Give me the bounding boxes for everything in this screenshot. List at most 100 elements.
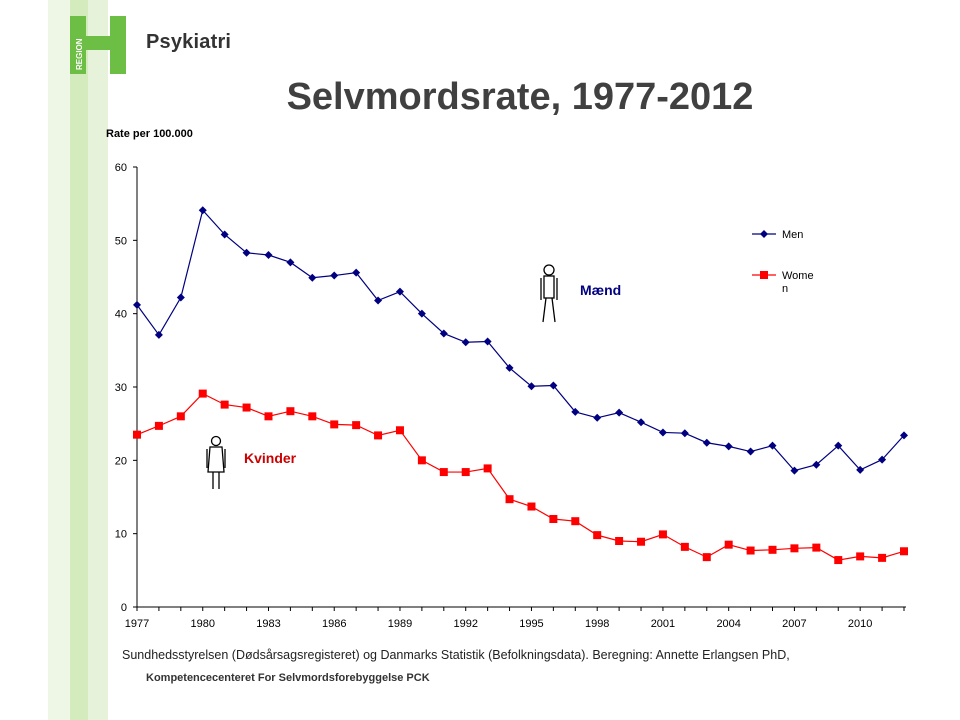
source-line-2: Kompetencecenteret For Selvmordsforebygg…: [146, 672, 430, 684]
data-point: [900, 431, 908, 440]
data-point: [286, 407, 295, 416]
data-point: [461, 338, 470, 347]
x-tick-label: 1986: [322, 618, 346, 630]
logo-region-text: REGION: [75, 38, 84, 70]
data-point: [593, 531, 602, 540]
data-point: [637, 418, 646, 427]
chart-series: [133, 206, 908, 565]
data-point: [264, 412, 273, 421]
data-point: [746, 546, 755, 555]
data-point: [154, 330, 163, 339]
data-point: [308, 273, 317, 282]
data-point: [900, 547, 908, 556]
series-line: [136, 209, 905, 472]
x-tick-label: 2004: [716, 618, 740, 630]
data-point: [768, 441, 777, 450]
data-point: [878, 553, 887, 562]
data-point: [374, 296, 383, 305]
data-point: [483, 337, 492, 346]
x-tick-label: 1995: [519, 618, 543, 630]
data-point: [812, 543, 821, 552]
data-point: [615, 408, 624, 417]
data-point: [220, 400, 229, 409]
y-tick-label: 20: [115, 455, 127, 467]
data-point: [527, 382, 536, 391]
data-point: [571, 407, 580, 416]
data-point: [593, 413, 602, 422]
legend-marker: [760, 230, 768, 238]
data-point: [790, 544, 799, 553]
data-point: [768, 545, 777, 554]
legend-label: Men: [782, 229, 803, 241]
data-point: [395, 426, 404, 435]
data-point: [374, 431, 383, 440]
data-point: [790, 466, 799, 475]
region-h-logo: REGION: [70, 14, 130, 79]
chart-axes: 0 10 20 30 40 50 60 1977 1980 1983 1986 1989 1992 199…: [115, 162, 906, 630]
x-tick-label: 2010: [848, 618, 872, 630]
data-point: [724, 442, 733, 451]
legend-label: Wome: [782, 270, 814, 282]
y-tick-label: 60: [115, 162, 127, 174]
data-point: [746, 447, 755, 456]
y-tick-label: 10: [115, 529, 127, 541]
x-tick-label: 2007: [782, 618, 806, 630]
data-point: [549, 381, 558, 390]
data-point: [154, 421, 163, 430]
legend-label: n: [782, 283, 788, 295]
data-point: [176, 412, 185, 421]
data-point: [505, 363, 514, 372]
data-point: [680, 429, 689, 438]
data-point: [658, 530, 667, 539]
data-point: [308, 412, 317, 421]
x-tick-label: 1983: [256, 618, 280, 630]
y-tick-label: 50: [115, 235, 127, 247]
data-point: [637, 537, 646, 546]
data-point: [176, 293, 185, 302]
legend-marker: [760, 271, 768, 279]
x-tick-label: 1977: [125, 618, 149, 630]
data-point: [286, 258, 295, 267]
data-point: [702, 438, 711, 447]
data-point: [549, 515, 558, 523]
woman-figure-icon: [206, 435, 226, 489]
data-point: [242, 403, 251, 412]
decorative-stripe-3: [88, 0, 108, 720]
data-point: [680, 542, 689, 551]
x-tick-label: 2001: [651, 618, 675, 630]
data-point: [352, 268, 361, 277]
data-point: [658, 428, 667, 437]
men-annotation: Mænd: [580, 282, 621, 298]
data-point: [330, 420, 339, 429]
x-tick-label: 1992: [453, 618, 477, 630]
data-point: [527, 502, 536, 511]
x-tick-label: 1998: [585, 618, 609, 630]
data-point: [133, 300, 141, 309]
decorative-stripe-2: [70, 0, 88, 720]
decorative-stripe-1: [48, 0, 70, 720]
data-point: [417, 309, 426, 318]
data-point: [878, 455, 887, 464]
data-point: [220, 230, 229, 239]
y-axis-label: Rate per 100.000: [106, 128, 193, 140]
y-tick-label: 40: [115, 309, 127, 321]
data-point: [834, 556, 843, 565]
data-point: [198, 389, 207, 398]
data-point: [834, 441, 843, 450]
x-tick-label: 1989: [388, 618, 412, 630]
data-point: [395, 287, 404, 296]
data-point: [856, 552, 865, 561]
data-point: [242, 248, 251, 257]
data-point: [461, 468, 470, 477]
data-point: [352, 421, 361, 430]
data-point: [439, 329, 448, 338]
data-point: [133, 430, 141, 439]
women-annotation: Kvinder: [244, 450, 297, 466]
data-point: [724, 540, 733, 549]
data-point: [483, 464, 492, 473]
data-point: [615, 537, 624, 545]
data-point: [330, 271, 339, 280]
x-tick-label: 1980: [191, 618, 215, 630]
